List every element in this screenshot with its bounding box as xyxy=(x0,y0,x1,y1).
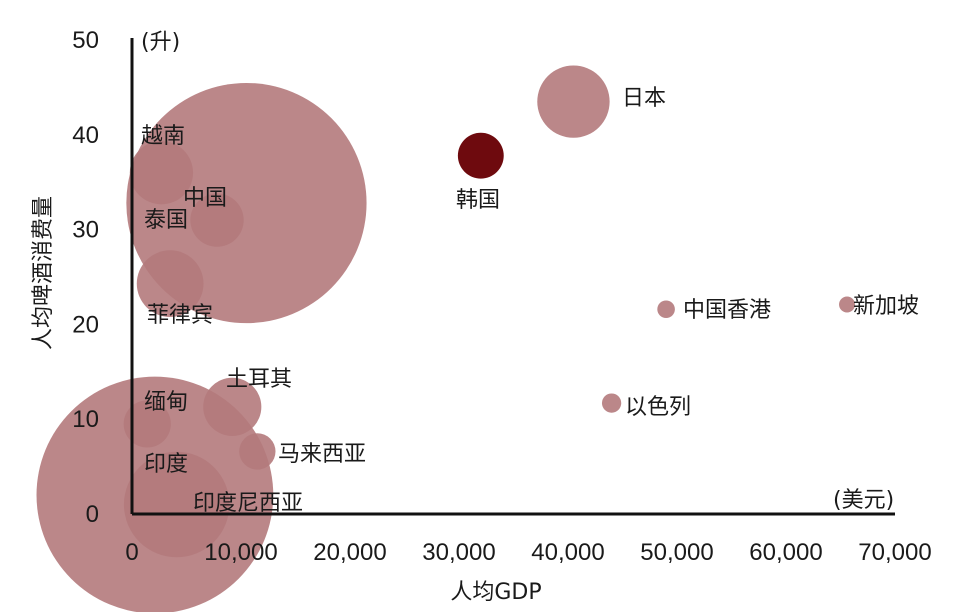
point-label-e9a9ace69da5e8a5bfe4ba9a: 马来西亚 xyxy=(278,442,366,467)
point-label-e696b0e58aa0e59da1: 新加坡 xyxy=(853,294,919,319)
point-label-e4bba5e889b2e58897: 以色列 xyxy=(625,395,691,420)
bubble-layer xyxy=(36,65,856,612)
y-tick-label: 0 xyxy=(86,501,99,528)
bubble-e58db0e5baa6e5b0bce8a5bfe4ba9a xyxy=(123,451,230,558)
bubble-e4bba5e889b2e58897 xyxy=(601,393,622,413)
y-tick-label: 30 xyxy=(72,217,99,244)
bubble-e88fb2e5be8be5aebe xyxy=(136,250,204,317)
y-tick-labels: 0 10 20 30 40 50 xyxy=(72,27,99,528)
x-tick-label: 40,000 xyxy=(531,539,604,566)
bubble-e9a9ace69da5e8a5bfe4ba9a xyxy=(239,433,276,470)
x-unit-label: (美元) xyxy=(833,488,894,513)
x-axis-title: 人均GDP xyxy=(450,580,541,605)
point-label-e697a5e69cac: 日本 xyxy=(622,86,666,111)
y-axis-title: 人均啤酒消费量 xyxy=(31,196,56,350)
point-label-e6b3b0e59bbd: 泰国 xyxy=(144,208,188,233)
point-label-e8b68ae58d97: 越南 xyxy=(141,124,185,149)
bubble-e99fa9e59bbd xyxy=(457,132,504,179)
point-label-e7bc85e794b8: 缅甸 xyxy=(144,390,188,415)
point-label-e59c9fe880b3e585b6: 土耳其 xyxy=(226,367,292,392)
x-tick-label: 70,000 xyxy=(858,539,931,566)
y-unit-label: (升) xyxy=(141,30,180,55)
y-tick-label: 20 xyxy=(72,311,99,338)
point-label-e88fb2e5be8be5aebe: 菲律宾 xyxy=(147,303,213,328)
x-tick-label: 50,000 xyxy=(640,539,713,566)
y-tick-label: 40 xyxy=(72,122,99,149)
point-label-e99fa9e59bbd: 韩国 xyxy=(456,188,500,213)
bubble-e697a5e69cac xyxy=(537,65,610,138)
y-tick-label: 10 xyxy=(72,406,99,433)
point-label-e58db0e5baa6: 印度 xyxy=(144,452,188,477)
y-tick-label: 50 xyxy=(72,27,99,54)
x-tick-label: 10,000 xyxy=(204,539,277,566)
point-label-e58db0e5baa6e5b0bce8a5bfe4ba9a: 印度尼西亚 xyxy=(193,491,303,516)
x-tick-label: 0 xyxy=(125,539,138,566)
bubble-e6b3b0e59bbd xyxy=(190,193,244,247)
bubble-e696b0e58aa0e59da1 xyxy=(839,296,856,313)
x-tick-label: 60,000 xyxy=(749,539,822,566)
bubble-e4b8ade59bbde9a699e6b8af xyxy=(657,300,675,319)
bubble-e7bc85e794b8 xyxy=(123,400,171,448)
x-tick-labels: 0 10,000 20,000 30,000 40,000 50,000 60,000 70,… xyxy=(125,539,931,566)
bubble-e8b68ae58d97 xyxy=(129,141,194,205)
bubble-e59c9fe880b3e585b6 xyxy=(203,377,262,436)
x-tick-label: 30,000 xyxy=(422,539,495,566)
x-tick-label: 20,000 xyxy=(313,539,386,566)
axes xyxy=(130,38,895,516)
point-label-e4b8ade59bbd: 中国 xyxy=(183,186,227,211)
point-label-e4b8ade59bbde9a699e6b8af: 中国香港 xyxy=(683,298,771,323)
